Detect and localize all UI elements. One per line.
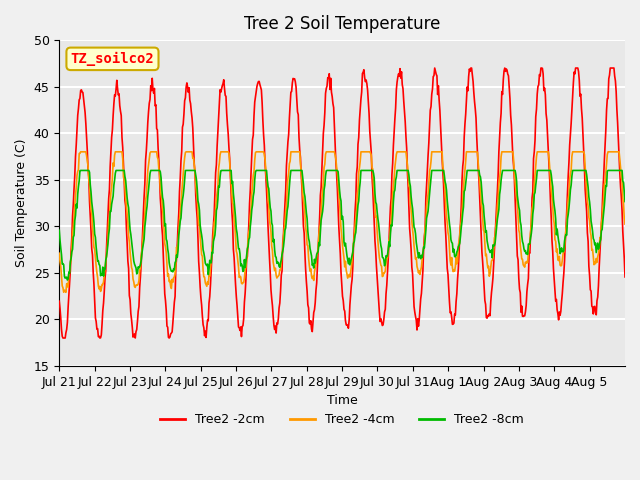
Y-axis label: Soil Temperature (C): Soil Temperature (C) (15, 139, 28, 267)
Text: TZ_soilco2: TZ_soilco2 (70, 52, 154, 66)
Legend: Tree2 -2cm, Tree2 -4cm, Tree2 -8cm: Tree2 -2cm, Tree2 -4cm, Tree2 -8cm (155, 408, 529, 432)
Title: Tree 2 Soil Temperature: Tree 2 Soil Temperature (244, 15, 440, 33)
X-axis label: Time: Time (327, 394, 358, 407)
